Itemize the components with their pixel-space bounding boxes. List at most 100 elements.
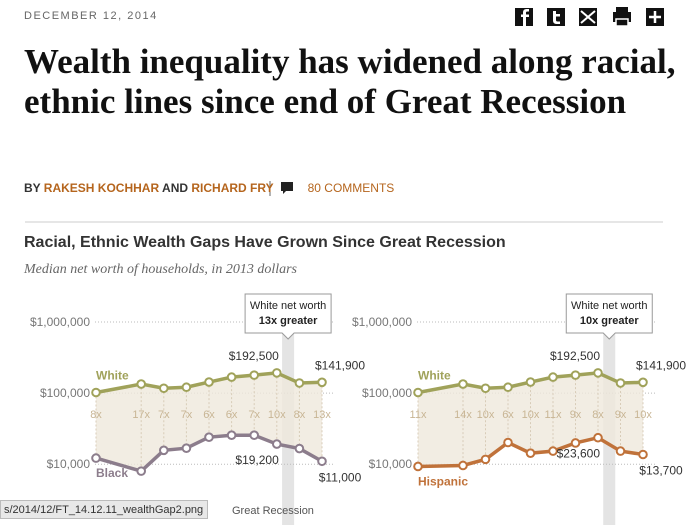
gap-ratio: 13x [313, 409, 331, 421]
data-point [136, 379, 146, 389]
data-point [317, 456, 327, 467]
byline-and: AND [162, 181, 189, 195]
y-tick-label: $1,000,000 [352, 315, 412, 329]
series-line [95, 433, 323, 474]
data-point [294, 378, 305, 388]
print-paper [615, 18, 629, 27]
gap-ratio: 11x [410, 409, 427, 421]
recession-label: Great Recession [232, 505, 314, 517]
series-label: White [96, 369, 129, 383]
author[interactable]: RICHARD FRY [191, 181, 274, 195]
y-tick-label: $100,000 [40, 386, 90, 400]
y-tick-label: $10,000 [47, 457, 91, 471]
data-point [249, 430, 259, 440]
data-point [317, 377, 327, 388]
data-point [503, 382, 513, 393]
callout-box [244, 293, 332, 340]
byline-by: BY [24, 181, 41, 195]
value-label: $192,500 [550, 349, 600, 363]
series-label: Hispanic [418, 474, 468, 488]
gap-ratio: 7x [248, 409, 260, 421]
figure-subtitle: Median net worth of households, in 2013 … [24, 262, 297, 277]
more-glyph [649, 11, 661, 23]
print-top [616, 7, 628, 12]
status-bar: s/2014/12/FT_14.12.11_wealthGap2.png [0, 500, 208, 519]
data-point [413, 387, 423, 398]
data-point [249, 370, 259, 380]
y-tick-label: $1,000,000 [30, 315, 90, 329]
data-point [638, 377, 648, 388]
gap-ratio: 9x [570, 409, 582, 421]
data-point [615, 446, 626, 456]
data-point [638, 449, 648, 460]
value-label: $19,200 [235, 453, 279, 467]
data-point [593, 368, 603, 378]
figure-title: Racial, Ethnic Wealth Gaps Have Grown Si… [24, 234, 506, 251]
data-point [548, 446, 558, 456]
data-point [91, 387, 101, 398]
gap-area [96, 372, 322, 472]
facebook-glyph [521, 9, 529, 26]
value-label: $141,900 [636, 358, 686, 372]
value-label: $141,900 [315, 358, 365, 372]
data-point [226, 430, 237, 440]
gap-ratio: 8x [294, 409, 306, 421]
data-point [159, 383, 169, 394]
data-point [136, 466, 146, 476]
print-icon[interactable] [613, 12, 631, 22]
gap-ratio: 7x [181, 409, 193, 421]
headline: Wealth inequality has widened along raci… [24, 42, 676, 121]
y-tick-label: $10,000 [369, 457, 413, 471]
gap-ratio: 10x [522, 409, 540, 421]
value-label: $192,500 [229, 349, 279, 363]
comments-link[interactable]: 80 COMMENTS [307, 181, 395, 195]
gap-ratio: 6x [226, 409, 238, 421]
gap-ratio: 8x [90, 409, 102, 421]
data-point [91, 453, 101, 463]
series-line [417, 435, 644, 469]
data-point [615, 378, 626, 388]
charts: $10,000 $100,000 $1,000,000 8x 17x 7x 7x 6x 6x 7x… [30, 293, 686, 525]
data-point [294, 443, 305, 454]
callout-box [565, 293, 653, 340]
data-point [480, 454, 491, 465]
twitter-glyph [553, 11, 560, 24]
data-point [226, 372, 237, 382]
comment-icon [281, 182, 293, 194]
data-point [548, 372, 558, 382]
email-glyph [580, 10, 596, 24]
gap-ratio: 14x [454, 409, 472, 421]
callout-text: 13x greater [259, 315, 318, 327]
callout-text: 10x greater [580, 315, 639, 327]
data-point [204, 432, 214, 442]
data-point [525, 448, 536, 458]
data-point [503, 437, 513, 448]
share-icons [515, 7, 664, 27]
data-point [570, 370, 581, 380]
author[interactable]: RAKESH KOCHHAR [43, 181, 160, 195]
data-point [525, 377, 536, 387]
data-point [413, 461, 423, 472]
gap-ratio: 17x [132, 409, 150, 421]
series-line [95, 371, 323, 395]
data-point [458, 379, 468, 389]
gap-ratio: 11x [545, 409, 562, 421]
gap-ratio: 8x [592, 409, 604, 421]
data-point [570, 438, 581, 448]
series-label: White [418, 369, 451, 383]
data-point [593, 432, 603, 443]
byline: BY RAKESH KOCHHAR AND RICHARD FRY 80 COMM… [24, 181, 394, 195]
gap-ratio: 7x [158, 409, 170, 421]
value-label: $11,000 [319, 470, 362, 484]
data-point [272, 368, 282, 378]
series-label: Black [96, 466, 128, 480]
date: DECEMBER 12, 2014 [24, 10, 158, 22]
gap-ratio: 6x [203, 409, 215, 421]
gap-ratio: 9x [615, 409, 627, 421]
data-point [204, 377, 214, 387]
data-point [272, 439, 282, 449]
callout-text: White net worth [250, 300, 326, 312]
